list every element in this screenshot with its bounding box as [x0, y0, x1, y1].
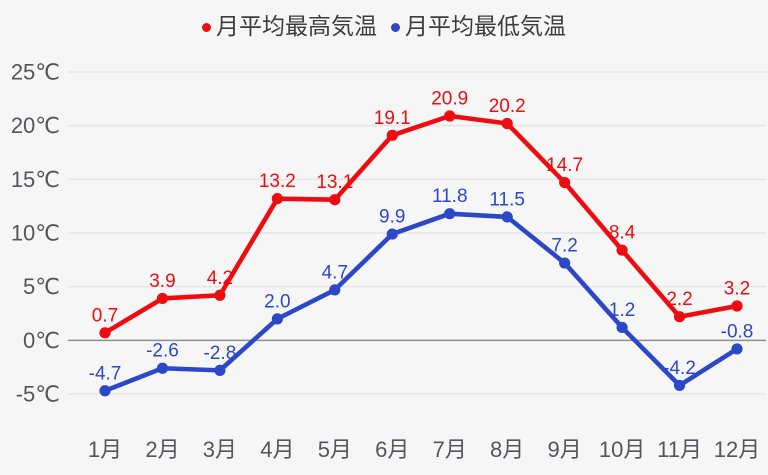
data-label-max-1月: 0.7 — [92, 305, 118, 326]
data-point-min-5月[interactable] — [329, 284, 341, 296]
data-point-max-11月[interactable] — [673, 311, 686, 323]
data-point-min-9月[interactable] — [559, 257, 571, 269]
y-axis-tick-label: -5℃ — [16, 382, 60, 407]
x-axis-month-label: 11月 — [657, 437, 702, 462]
data-label-min-9月: 7.2 — [551, 236, 577, 257]
data-point-max-12月[interactable] — [731, 300, 743, 312]
y-axis-tick-label: 15℃ — [11, 167, 60, 192]
data-point-min-1月[interactable] — [99, 385, 111, 397]
data-label-min-3月: -2.8 — [204, 343, 237, 364]
x-axis-month-label: 2月 — [145, 437, 179, 462]
data-label-max-9月: 14.7 — [546, 155, 583, 176]
y-axis-tick-label: 0℃ — [23, 328, 60, 353]
data-point-min-7月[interactable] — [444, 208, 456, 220]
data-label-min-2月: -2.6 — [146, 341, 179, 362]
data-label-min-10月: 1.2 — [609, 300, 635, 321]
data-point-min-2月[interactable] — [156, 362, 169, 374]
data-point-min-6月[interactable] — [386, 228, 398, 240]
data-point-max-4月[interactable] — [271, 193, 283, 205]
data-label-max-7月: 20.9 — [431, 89, 468, 110]
series-line-max-temp — [102, 113, 740, 336]
legend-min-label: 月平均最低気温 — [405, 13, 566, 39]
data-label-max-6月: 19.1 — [374, 108, 411, 129]
x-axis-month-label: 8月 — [490, 437, 524, 462]
x-axis-month-label: 10月 — [599, 437, 645, 462]
data-label-min-7月: 11.8 — [432, 186, 468, 207]
data-point-min-11月[interactable] — [673, 379, 686, 392]
legend-min-circle-icon — [391, 23, 400, 33]
data-label-max-3月: 4.2 — [207, 268, 233, 289]
chart-legend: 月平均最高気温 月平均最低気温 — [0, 13, 768, 41]
data-label-min-8月: 11.5 — [489, 189, 525, 210]
data-point-min-4月[interactable] — [271, 313, 283, 325]
x-axis-month-label: 12月 — [714, 437, 760, 462]
y-axis-tick-label: 10℃ — [11, 221, 60, 246]
x-axis-month-label: 9月 — [548, 437, 582, 462]
data-point-max-8月[interactable] — [501, 117, 513, 130]
data-point-min-3月[interactable] — [214, 364, 226, 376]
legend-max-label: 月平均最高気温 — [216, 13, 377, 39]
data-label-max-8月: 20.2 — [489, 96, 526, 117]
data-label-max-10月: 8.4 — [609, 223, 636, 244]
data-label-max-2月: 3.9 — [149, 271, 175, 292]
legend-item-max-temp[interactable]: 月平均最高気温 — [202, 13, 377, 41]
data-point-max-3月[interactable] — [214, 289, 226, 301]
data-label-min-12月: -0.8 — [721, 321, 754, 342]
data-label-min-11月: -4.2 — [663, 358, 696, 379]
x-axis-month-label: 1月 — [88, 437, 122, 462]
data-point-min-12月[interactable] — [731, 343, 743, 355]
data-point-max-6月[interactable] — [386, 129, 398, 141]
data-label-min-6月: 9.9 — [379, 207, 405, 228]
data-point-max-2月[interactable] — [156, 292, 169, 305]
data-point-max-10月[interactable] — [616, 244, 628, 256]
data-point-max-1月[interactable] — [99, 327, 111, 339]
data-point-min-10月[interactable] — [616, 321, 628, 334]
y-axis-tick-label: 20℃ — [11, 113, 60, 138]
data-point-max-5月[interactable] — [329, 194, 341, 206]
x-axis-month-label: 7月 — [433, 437, 467, 462]
data-label-min-5月: 4.7 — [322, 262, 348, 283]
legend-max-circle-icon — [202, 23, 211, 33]
data-point-min-8月[interactable] — [501, 211, 513, 223]
data-point-max-9月[interactable] — [559, 176, 571, 189]
data-label-min-1月: -4.7 — [89, 363, 122, 384]
y-axis-tick-label: 5℃ — [23, 274, 60, 299]
data-label-min-4月: 2.0 — [264, 291, 290, 312]
data-point-max-7月[interactable] — [444, 110, 456, 122]
y-axis-tick-label: 25℃ — [11, 60, 60, 85]
x-axis-month-label: 5月 — [318, 437, 352, 462]
data-label-max-12月: 3.2 — [724, 278, 750, 299]
data-label-max-4月: 13.2 — [259, 171, 296, 192]
x-axis-month-label: 6月 — [375, 437, 409, 462]
x-axis-month-label: 4月 — [260, 437, 294, 462]
data-label-max-11月: 2.2 — [666, 289, 692, 310]
data-label-max-5月: 13.1 — [316, 172, 353, 193]
x-axis-month-label: 3月 — [203, 437, 237, 462]
legend-item-min-temp[interactable]: 月平均最低気温 — [391, 13, 566, 41]
series-line-min-temp — [102, 211, 740, 394]
